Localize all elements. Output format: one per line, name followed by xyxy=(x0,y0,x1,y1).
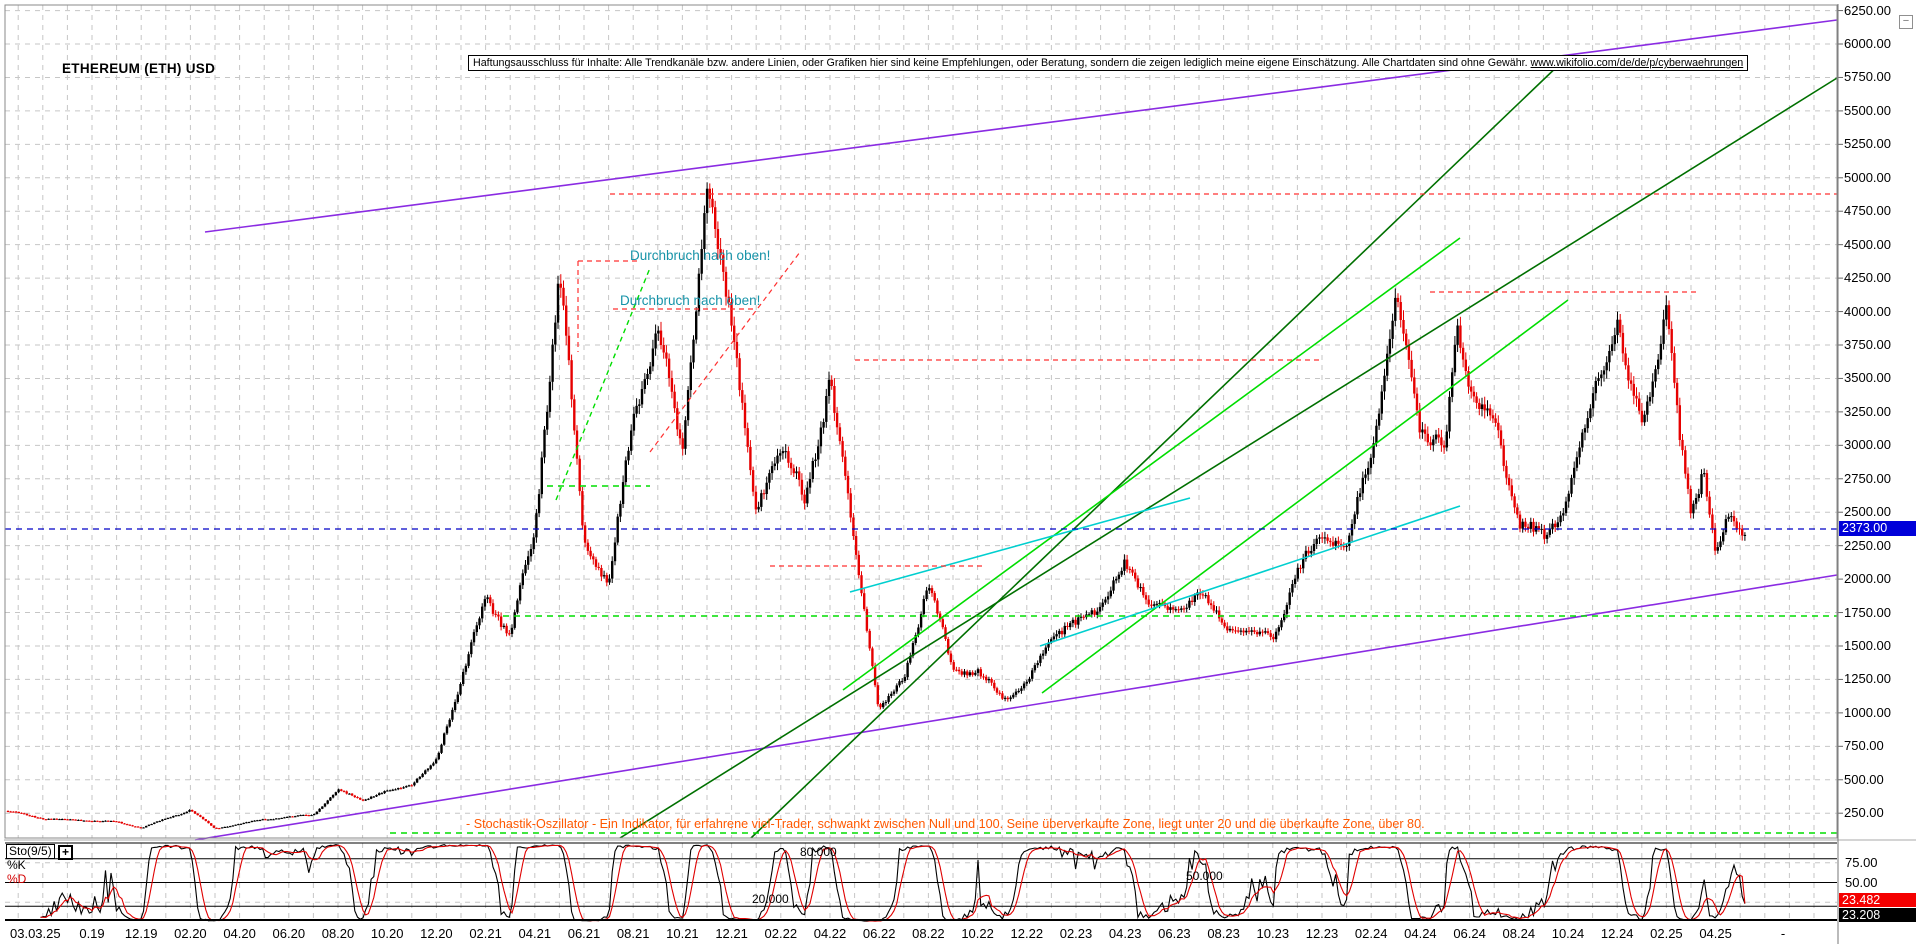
x-axis-label: 04.20 xyxy=(223,926,256,941)
x-axis-label: 03.03.25 xyxy=(10,926,61,941)
x-axis-label: 12.24 xyxy=(1600,926,1634,941)
price-axis-label: 250.00 xyxy=(1844,805,1884,821)
x-axis-label: 10.21 xyxy=(666,926,699,941)
candlestick-series xyxy=(6,182,1747,830)
x-axis-label: 08.20 xyxy=(321,926,355,941)
x-axis-label: - xyxy=(1780,926,1786,941)
price-axis-label: 5250.00 xyxy=(1844,136,1891,152)
price-axis-label: 5500.00 xyxy=(1844,102,1891,118)
x-axis-label: 12.21 xyxy=(715,926,748,941)
price-axis-label: 5000.00 xyxy=(1844,169,1891,185)
x-axis-label: 02.24 xyxy=(1354,926,1388,941)
chart-title: ETHEREUM (ETH) USD xyxy=(62,61,216,76)
oscillator-scale-label: 50.00 xyxy=(1845,874,1878,890)
stochastic-k-value-tag: 23.208 xyxy=(1839,908,1916,922)
disclaimer-text: Haftungsausschluss für Inhalte: Alle Tre… xyxy=(473,57,1531,69)
price-axis-label: 1250.00 xyxy=(1844,671,1891,687)
x-axis-label: 04.21 xyxy=(518,926,552,941)
price-axis-label: 2750.00 xyxy=(1844,470,1891,486)
oscillator-level-label: 20.000 xyxy=(752,892,789,906)
disclaimer-box: Haftungsausschluss für Inhalte: Alle Tre… xyxy=(468,55,1749,71)
price-axis-label: 6000.00 xyxy=(1844,36,1891,51)
price-axis-label: 5750.00 xyxy=(1844,69,1891,85)
x-axis-label: 12.22 xyxy=(1010,926,1044,941)
x-axis-label: 02.25 xyxy=(1650,926,1683,941)
x-axis-label: 04.25 xyxy=(1699,926,1732,941)
x-axis-label: 06.24 xyxy=(1453,926,1486,941)
annotation-breakout-1: Durchbruch nach oben! xyxy=(630,248,771,263)
oscillator-level-label: 50.000 xyxy=(1186,869,1223,883)
x-axis-label: 06.22 xyxy=(862,926,896,941)
indicator-expand-button[interactable]: + xyxy=(58,845,73,860)
percent-d-label: %D xyxy=(7,872,27,886)
x-axis-label: 10.24 xyxy=(1551,926,1585,941)
stochastic-d-line xyxy=(40,844,1746,922)
price-axis-label: 4750.00 xyxy=(1844,203,1891,219)
price-axis-label: 3750.00 xyxy=(1844,336,1891,352)
price-axis-label: 2000.00 xyxy=(1844,571,1891,587)
x-axis-label: 0.19 xyxy=(79,926,105,941)
x-axis-label: 10.23 xyxy=(1256,926,1290,941)
x-axis-label: 04.24 xyxy=(1404,926,1437,941)
disclaimer-link[interactable]: www.wikifolio.com/de/de/p/cyberwaehrunge… xyxy=(1530,57,1744,69)
x-axis-label: 06.20 xyxy=(272,926,306,941)
x-axis-label: 04.22 xyxy=(813,926,847,941)
x-axis-label: 10.22 xyxy=(961,926,994,941)
x-axis-label: 02.22 xyxy=(764,926,798,941)
oscillator-level-label: 80.000 xyxy=(800,845,837,859)
stochastic-indicator-label[interactable]: Sto(9/5) xyxy=(6,844,55,859)
x-axis-label: 10.20 xyxy=(370,926,404,941)
price-axis-label: 3250.00 xyxy=(1844,403,1891,419)
x-axis-label: 12.20 xyxy=(420,926,453,941)
price-axis-label: 3000.00 xyxy=(1844,437,1891,453)
price-axis-label: 4000.00 xyxy=(1844,303,1891,319)
price-axis-label: 6250.00 xyxy=(1844,2,1891,18)
price-axis-label: 2500.00 xyxy=(1844,504,1891,520)
price-axis-label: 2250.00 xyxy=(1844,537,1891,553)
price-axis-label: 750.00 xyxy=(1844,738,1884,754)
price-axis-label: 4500.00 xyxy=(1844,236,1891,252)
stochastic-k-line xyxy=(40,844,1746,922)
x-axis-label: 02.21 xyxy=(469,926,502,941)
current-price-tag: 2373.00 xyxy=(1839,521,1916,536)
x-axis-label: 08.22 xyxy=(912,926,945,941)
minimize-button[interactable]: − xyxy=(1899,15,1913,29)
price-axis-label: 1750.00 xyxy=(1844,604,1891,620)
x-axis-label: 12.23 xyxy=(1305,926,1339,941)
price-axis-label: 4250.00 xyxy=(1844,270,1891,286)
x-axis-label: 08.21 xyxy=(616,926,650,941)
percent-k-label: %K xyxy=(7,858,26,872)
x-axis-label: 04.23 xyxy=(1108,926,1142,941)
x-axis-label: 02.23 xyxy=(1059,926,1093,941)
stochastic-d-value-tag: 23.482 xyxy=(1839,893,1916,907)
price-axis-label: 1000.00 xyxy=(1844,704,1891,720)
price-axis-label: 1500.00 xyxy=(1844,637,1891,653)
x-axis-label: 08.24 xyxy=(1502,926,1536,941)
x-axis-label: 08.23 xyxy=(1207,926,1240,941)
price-axis-label: 500.00 xyxy=(1844,771,1884,787)
stochastic-description: - Stochastik-Oszillator - Ein Indikator,… xyxy=(466,817,1425,831)
x-axis-label: 02.20 xyxy=(174,926,207,941)
x-axis-label: 06.23 xyxy=(1158,926,1191,941)
oscillator-scale-label: 75.00 xyxy=(1845,854,1878,870)
annotation-breakout-2: Durchbruch nach oben! xyxy=(620,293,761,308)
price-axis-label: 3500.00 xyxy=(1844,370,1891,386)
x-axis-label: 06.21 xyxy=(567,926,601,941)
x-axis-label: 12.19 xyxy=(124,926,158,941)
